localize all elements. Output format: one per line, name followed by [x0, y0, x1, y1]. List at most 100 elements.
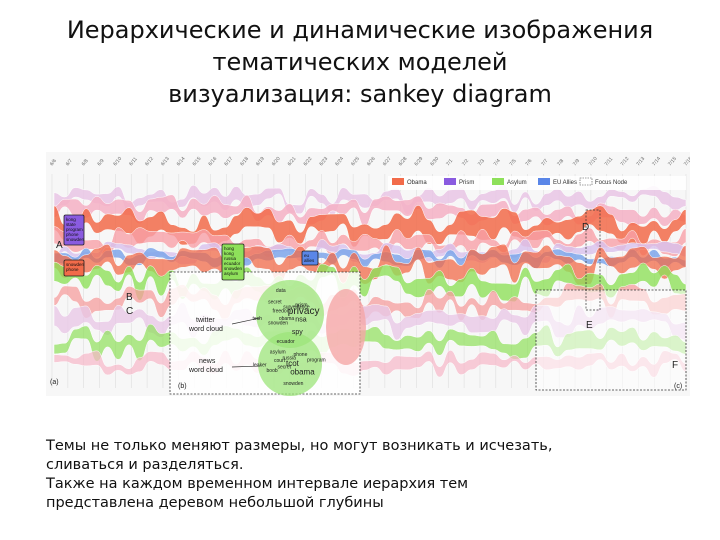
twitter-word-cloud	[256, 280, 324, 348]
date-label: 6/7	[65, 158, 74, 167]
date-label: 6/15	[192, 156, 203, 167]
caption-line-1: Темы не только меняют размеры, но могут …	[46, 438, 553, 454]
stream-band	[53, 243, 687, 286]
focus-column	[585, 209, 601, 311]
date-label: 6/29	[413, 156, 424, 167]
slide-title: Иерархические и динамические изображения…	[0, 14, 720, 110]
news-note: news	[199, 358, 216, 365]
twitter-wordcloud-note: word cloud	[188, 326, 223, 333]
news-word: secret	[277, 365, 291, 371]
legend-label: Obama	[407, 180, 427, 186]
side-word-cloud	[326, 289, 366, 365]
node-box-d-label: ecuador	[224, 261, 241, 266]
twitter-note: twitter	[196, 317, 215, 324]
legend-label: EU Allies	[553, 180, 577, 186]
date-label: 6/24	[334, 156, 345, 167]
date-label: 7/11	[604, 156, 615, 167]
legend-swatch	[579, 177, 593, 186]
twitter-word: nsa	[295, 317, 306, 324]
news-word: obama	[290, 367, 315, 376]
node-box-d-label: hong	[224, 246, 235, 251]
twitter-word: freedom	[273, 308, 291, 314]
node-box-d-label: snowden	[224, 266, 243, 271]
date-label: 6/9	[96, 158, 105, 167]
date-label: 6/14	[176, 156, 187, 167]
sankey-diagram-image: 6/6 6/7 6/8 6/9 6/10 6/11 6/12 6/13 6/14 6/15 6/16…	[46, 152, 690, 396]
date-label: 7/14	[651, 156, 662, 167]
marker-label: B	[126, 292, 133, 303]
legend-swatch	[538, 178, 550, 185]
twitter-word: tech	[253, 316, 263, 322]
caption-line-4: представлена деревом небольшой глубины	[46, 495, 384, 511]
news-word: asylum	[270, 350, 286, 356]
twitter-word: obama	[279, 316, 295, 322]
date-label: 7/5	[509, 158, 518, 167]
node-box-a-rect	[63, 214, 85, 246]
date-label: 7/3	[477, 158, 486, 167]
node-box-a-label: state	[66, 222, 76, 227]
twitter-word: spy	[292, 329, 303, 336]
news-wordcloud-note: word cloud	[188, 367, 223, 374]
twitter-word: secret	[268, 299, 282, 305]
panel-label: (b)	[178, 383, 187, 390]
date-label: 6/8	[81, 158, 90, 167]
panel-label: (c)	[674, 383, 682, 390]
news-pointer	[231, 365, 261, 368]
legend-label: Focus Node	[595, 180, 628, 186]
date-label: 7/2	[461, 158, 470, 167]
date-label: 7/1	[445, 158, 454, 167]
node-box-d-label: russia	[224, 256, 237, 261]
legend-swatch	[492, 178, 504, 185]
news-word: phone	[293, 352, 307, 358]
node-box-eu-label: allies	[304, 258, 315, 263]
node-box-a-label: kong	[66, 217, 76, 222]
news-word: tcot	[286, 359, 300, 368]
date-label: 7/6	[524, 158, 533, 167]
legend-label: Prism	[459, 180, 474, 186]
detail-panel-c	[535, 289, 687, 391]
date-label: 6/13	[160, 156, 171, 167]
date-label: 7/16	[683, 156, 690, 167]
twitter-pointer	[231, 317, 261, 325]
node-box-eu-label: eu	[304, 253, 310, 258]
date-label: 6/18	[239, 156, 250, 167]
node-box-eu-rect	[301, 250, 319, 266]
marker-label: E	[586, 320, 593, 331]
twitter-word: snowden	[268, 321, 288, 327]
marker-label: D	[582, 222, 589, 233]
twitter-word: prism	[295, 302, 307, 308]
node-box-a-label: program	[66, 227, 83, 232]
date-label: 6/23	[318, 156, 329, 167]
news-word: ecuador	[277, 339, 295, 345]
legend-label: Asylum	[507, 180, 527, 186]
date-label: 6/10	[112, 156, 123, 167]
date-label: 7/8	[556, 158, 565, 167]
legend-background	[388, 176, 686, 190]
news-word: court	[274, 358, 286, 364]
date-label: 7/10	[588, 156, 599, 167]
news-word: boob	[267, 368, 278, 374]
stream-band	[53, 184, 687, 216]
sankey-figure: 6/6 6/7 6/8 6/9 6/10 6/11 6/12 6/13 6/14 6/15 6/16…	[46, 152, 690, 396]
node-box-d-label: asylum	[224, 271, 239, 276]
date-label: 7/13	[635, 156, 646, 167]
date-label: 6/17	[223, 156, 234, 167]
date-label: 6/19	[255, 156, 266, 167]
news-word: leaker	[253, 363, 267, 369]
date-label: 7/15	[667, 156, 678, 167]
slide-caption: Темы не только меняют размеры, но могут …	[46, 437, 686, 513]
date-label: 7/12	[620, 156, 631, 167]
panel-label: (a)	[50, 379, 59, 386]
legend-swatch	[392, 178, 404, 185]
title-line-2: тематических моделей	[212, 48, 508, 76]
date-label: 6/6	[49, 158, 58, 167]
news-word: snowden	[283, 381, 303, 387]
node-box-a-label: snowden	[66, 237, 85, 242]
caption-line-3: Также на каждом временном интервале иера…	[46, 476, 469, 492]
marker-label: F	[672, 360, 678, 371]
news-word-cloud	[258, 332, 322, 396]
twitter-word: data	[276, 288, 286, 294]
